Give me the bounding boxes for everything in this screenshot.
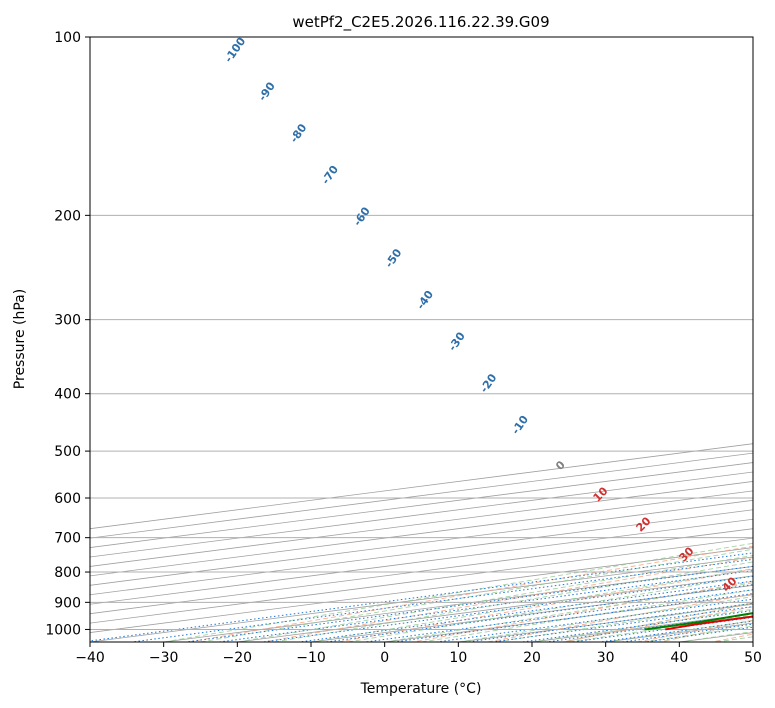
x-tick-label: 0 [380,650,389,666]
x-tick-label: 50 [744,650,762,666]
x-tick-label: 40 [670,650,688,666]
x-axis-label: Temperature (°C) [360,681,482,697]
mixing-ratio-line [467,602,753,642]
y-tick-label: 400 [54,387,81,403]
y-axis: 100 200 300 400 500 600 700 800 900 1000 [45,30,90,638]
x-tick-label: −10 [296,650,326,666]
dry-adiabat-line [263,557,753,642]
mixing-ratio-line [394,593,753,642]
dry-adiabat-line [487,593,753,642]
y-tick-label: 500 [54,444,81,460]
isotherm-line [90,481,753,567]
isotherm-line [90,471,753,558]
y-tick-label: 800 [54,565,81,581]
x-tick-label: −20 [223,650,253,666]
x-axis: −40 −30 −20 −10 0 10 20 30 40 50 [75,642,762,666]
y-tick-label: 1000 [45,622,81,638]
mixing-ratio-line [90,552,753,642]
x-tick-label: −40 [75,650,105,666]
y-tick-label: 100 [54,30,81,46]
dry-adiabat-line [338,568,753,642]
y-tick-label: 900 [54,595,81,611]
isotherm-line [90,528,753,615]
dry-adiabat-line [188,545,753,642]
y-tick-label: 300 [54,313,81,329]
isotherm-line [90,499,753,586]
x-tick-label: 10 [449,650,467,666]
y-tick-label: 600 [54,491,81,507]
y-axis-label: Pressure (hPa) [12,289,28,389]
mixing-ratio-line [522,610,753,642]
background-lines [90,443,753,642]
isotherm-line [90,462,753,548]
moist-adiabat-line [384,582,753,642]
isotherm-line [90,509,753,596]
plot-frame [89,36,754,643]
isotherm-line [90,490,753,577]
mixing-ratio-line [218,570,753,642]
y-tick-label: 700 [54,531,81,547]
chart-title: wetPf2_C2E5.2026.116.22.39.G09 [292,13,549,32]
y-tick-label: 200 [54,208,81,224]
moist-adiabat-line [458,596,753,642]
isotherm-line [90,537,753,624]
moist-adiabat-line [310,568,753,642]
x-tick-label: −30 [149,650,179,666]
x-tick-label: 20 [523,650,541,666]
isotherm-line [90,518,753,605]
pressure-gridlines [90,36,753,630]
x-tick-label: 30 [597,650,615,666]
